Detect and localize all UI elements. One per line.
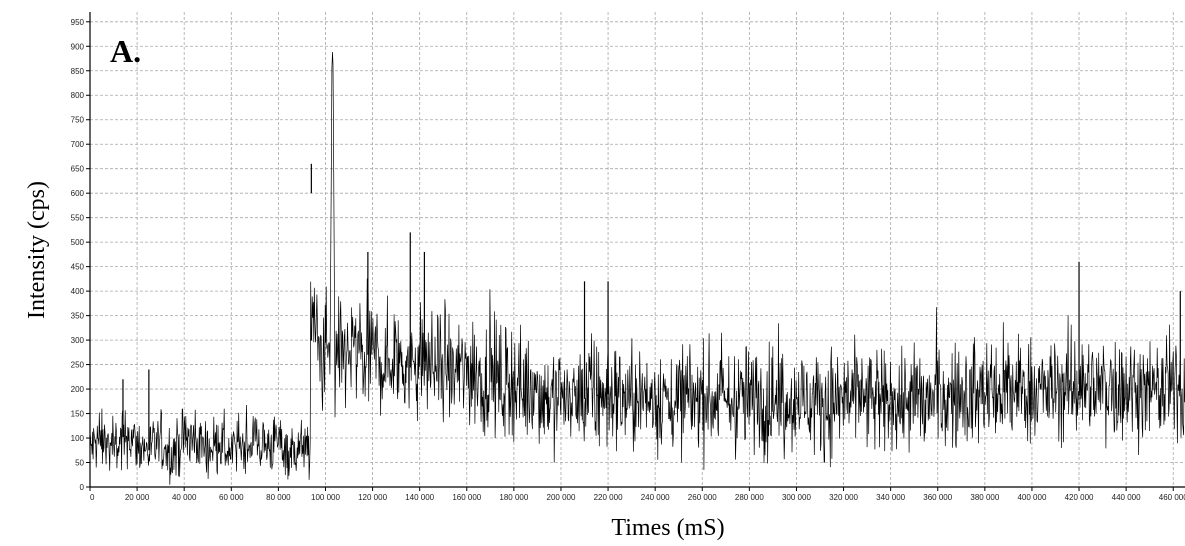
y-axis-ticks: 0 50 100 150 200 250 300 350 400 450 500 550 600 650 7… [71,18,90,492]
panel-label: A. [110,33,141,69]
y-axis-title: Intensity (cps) [24,181,50,319]
y-tick-label: 350 [71,312,85,321]
x-tick-label: 280 000 [735,493,764,502]
x-tick-label: 80 000 [266,493,291,502]
x-tick-label: 120 000 [358,493,387,502]
x-axis-title: Times (mS) [611,515,724,541]
y-tick-label: 650 [71,165,85,174]
x-tick-label: 420 000 [1065,493,1094,502]
x-tick-label: 220 000 [594,493,623,502]
y-tick-label: 750 [71,116,85,125]
x-tick-label: 40 000 [172,493,197,502]
y-tick-label: 300 [71,336,85,345]
y-tick-label: 500 [71,238,85,247]
y-tick-label: 950 [71,18,85,27]
x-tick-label: 380 000 [970,493,999,502]
x-tick-label: 400 000 [1017,493,1046,502]
x-tick-label: 260 000 [688,493,717,502]
x-tick-label: 340 000 [876,493,905,502]
y-tick-label: 200 [71,385,85,394]
x-tick-label: 460 000 [1159,493,1185,502]
y-tick-label: 600 [71,189,85,198]
plot-background [90,12,1185,486]
x-tick-label: 100 000 [311,493,340,502]
x-tick-label: 60 000 [219,493,244,502]
x-tick-label: 160 000 [452,493,481,502]
x-tick-label: 240 000 [641,493,670,502]
y-tick-label: 400 [71,287,85,296]
y-tick-label: 50 [75,459,84,468]
y-tick-label: 900 [71,42,85,51]
x-tick-label: 140 000 [405,493,434,502]
y-tick-label: 850 [71,67,85,76]
y-tick-label: 0 [80,483,85,492]
x-tick-label: 200 000 [547,493,576,502]
x-axis-ticks: 0 20 000 40 000 60 000 80 000 100 000 120 000 1… [90,487,1185,502]
x-tick-label: 180 000 [499,493,528,502]
y-tick-label: 550 [71,214,85,223]
x-tick-label: 320 000 [829,493,858,502]
y-tick-label: 450 [71,263,85,272]
x-tick-label: 360 000 [923,493,952,502]
x-tick-label: 20 000 [125,493,150,502]
y-tick-label: 800 [71,91,85,100]
y-tick-label: 250 [71,361,85,370]
y-tick-label: 100 [71,434,85,443]
y-tick-label: 150 [71,410,85,419]
x-tick-label: 440 000 [1112,493,1141,502]
x-tick-label: 0 [90,493,95,502]
y-tick-label: 700 [71,140,85,149]
x-tick-label: 300 000 [782,493,811,502]
